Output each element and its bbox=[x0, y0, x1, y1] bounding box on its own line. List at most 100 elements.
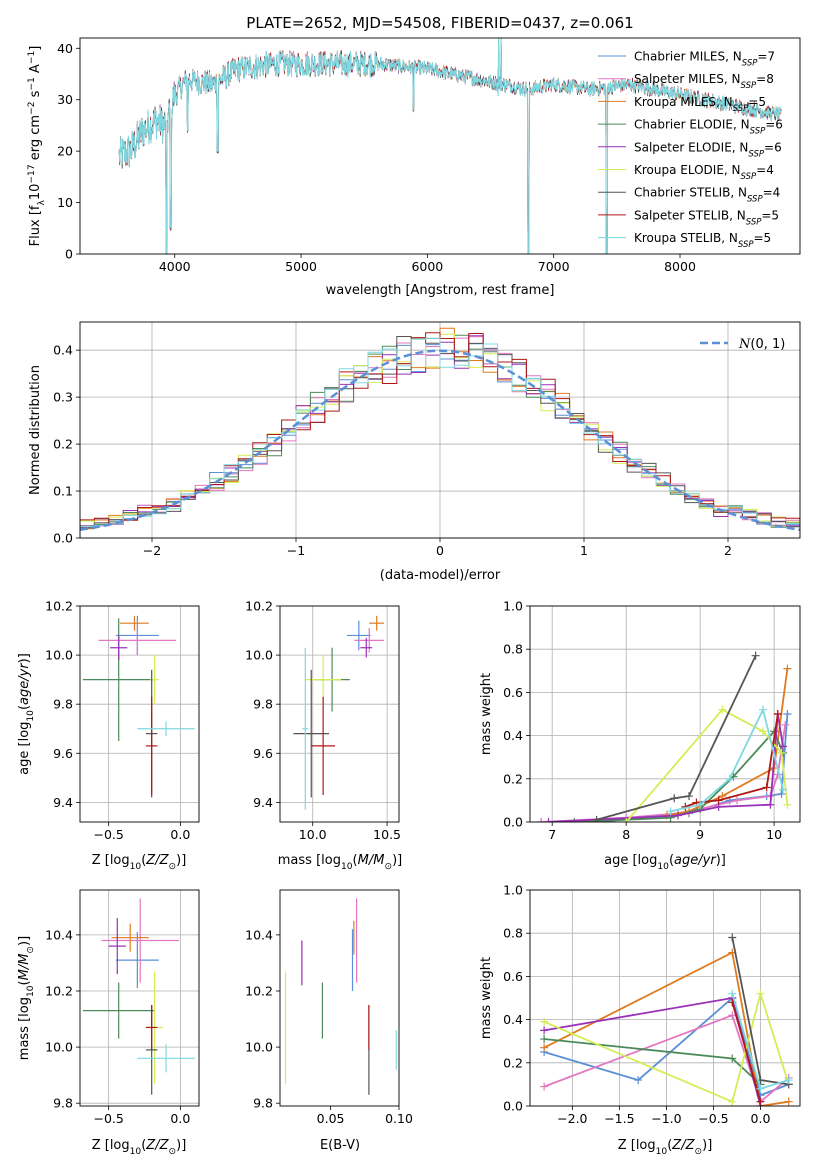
weight-marker-salpeter_stelib bbox=[773, 710, 782, 718]
weight-marker-salpeter_stelib bbox=[714, 796, 723, 805]
x-tick-label: −2.0 bbox=[557, 1111, 587, 1126]
y-tick-label: 0.1 bbox=[53, 484, 73, 499]
errorbar-chabrier_miles bbox=[346, 620, 371, 651]
weight-marker-chabrier_stelib bbox=[728, 933, 737, 942]
x-tick-label: 8000 bbox=[664, 259, 696, 274]
errorbar-salpeter_elodie bbox=[110, 635, 128, 660]
grid bbox=[80, 890, 199, 1106]
axes-frame bbox=[79, 321, 801, 539]
weight-marker-chabrier_stelib bbox=[685, 792, 694, 801]
weight-line-kroupa_miles bbox=[666, 668, 789, 817]
weight-marker-kroupa_miles bbox=[784, 1097, 793, 1106]
weight-marker-salpeter_elodie bbox=[766, 800, 775, 809]
panel-spectrum: 4000 5000 6000 7000 8000 0 10 20 30 40 Chabrier MI… bbox=[27, 37, 801, 298]
weight-marker-salpeter_elodie bbox=[544, 818, 553, 822]
weight-line-salpeter_stelib bbox=[684, 713, 779, 808]
weight-marker-salpeter_miles bbox=[540, 1082, 549, 1091]
y-tick-label: 0.2 bbox=[503, 1055, 523, 1070]
y-tick-label: 9.4 bbox=[53, 795, 73, 810]
weight-marker-chabrier_elodie bbox=[728, 1054, 737, 1063]
axes-frame bbox=[79, 605, 200, 823]
legend-label-kroupa_miles: Kroupa MILES, NSSP=5 bbox=[634, 95, 766, 114]
weight-marker-chabrier_stelib bbox=[592, 815, 601, 822]
weight-marker-salpeter_miles bbox=[781, 720, 790, 729]
weight-line-salpeter_miles bbox=[543, 1014, 790, 1104]
x-axis-label: wavelength [Angstrom, rest frame] bbox=[326, 283, 555, 298]
weight-marker-kroupa_elodie bbox=[540, 1017, 549, 1026]
weight-marker-salpeter_miles bbox=[537, 818, 546, 822]
x-axis-label: (data-model)/error bbox=[380, 568, 501, 583]
x-tick-label: 10.5 bbox=[373, 827, 401, 842]
x-tick-label: 4000 bbox=[159, 259, 191, 274]
weight-marker-kroupa_stelib bbox=[784, 1076, 793, 1085]
normal-curve bbox=[80, 349, 800, 532]
y-tick-label: 0.4 bbox=[53, 343, 73, 358]
weight-line-salpeter_elodie bbox=[548, 713, 784, 822]
y-tick-label: 0.0 bbox=[503, 815, 523, 830]
x-tick-label: −1 bbox=[287, 543, 305, 558]
grid bbox=[280, 605, 399, 822]
errorbar-kroupa_stelib bbox=[137, 721, 195, 737]
legend-label-chabrier_stelib: Chabrier STELIB, NSSP=4 bbox=[634, 186, 780, 205]
y-tick-label: 0.0 bbox=[53, 531, 73, 546]
weight-marker-salpeter_elodie bbox=[540, 1026, 549, 1035]
y-axis-label: Flux [fλ10−17 erg cm−2 s−1 A−1] bbox=[27, 46, 47, 247]
y-tick-label: 1.0 bbox=[503, 599, 523, 614]
y-tick-label: 10.0 bbox=[245, 1040, 273, 1055]
y-tick-label: 9.4 bbox=[253, 795, 273, 810]
legend-label-salpeter_elodie: Salpeter ELODIE, NSSP=6 bbox=[634, 140, 782, 159]
panel-mass_weight_vs_Z: −2.0 −1.5 −1.0 −0.5 0.0 0.0 0.2 0.4 0.6 0.8 1.0 Z [… bbox=[479, 883, 801, 1157]
y-tick-label: 9.8 bbox=[53, 1096, 73, 1111]
x-tick-label: 7000 bbox=[538, 259, 570, 274]
figure-title: PLATE=2652, MJD=54508, FIBERID=0437, z=0… bbox=[246, 14, 633, 32]
y-tick-label: 0.2 bbox=[503, 771, 523, 786]
x-tick-label: −0.5 bbox=[93, 1111, 123, 1126]
x-tick-label: −1.5 bbox=[604, 1111, 634, 1126]
y-tick-label: 10.0 bbox=[45, 1040, 73, 1055]
plot-area bbox=[80, 327, 800, 538]
plot-area bbox=[293, 615, 385, 810]
y-axis-label: mass weight bbox=[479, 957, 494, 1039]
weight-marker-chabrier_miles bbox=[783, 710, 792, 718]
y-tick-label: 10.4 bbox=[245, 927, 273, 942]
y-tick-label: 10 bbox=[57, 195, 73, 210]
errorbar-salpeter_miles bbox=[101, 898, 179, 983]
x-tick-label: 6000 bbox=[411, 259, 443, 274]
y-tick-label: 30 bbox=[57, 92, 73, 107]
axes-frame bbox=[79, 37, 801, 255]
x-tick-label: 0.0 bbox=[751, 1111, 771, 1126]
x-tick-label: −0.5 bbox=[698, 1111, 728, 1126]
weight-marker-chabrier_miles bbox=[634, 1076, 643, 1085]
y-tick-label: 10.2 bbox=[245, 599, 273, 614]
weight-marker-kroupa_stelib bbox=[756, 1084, 765, 1093]
weight-marker-salpeter_stelib bbox=[756, 1097, 765, 1106]
spectrum-legend: Chabrier MILES, NSSP=7 Salpeter MILES, NS… bbox=[598, 50, 783, 250]
y-tick-label: 0.2 bbox=[53, 437, 73, 452]
errorbar-chabrier_elodie bbox=[82, 982, 155, 1039]
spectrum-line-kroupa_stelib bbox=[118, 38, 782, 254]
weight-marker-salpeter_elodie bbox=[778, 742, 787, 751]
weight-line-salpeter_elodie bbox=[543, 996, 762, 1106]
weight-marker-chabrier_miles bbox=[777, 789, 786, 798]
panel-mass_vs_Z: −0.5 0.0 9.8 10.0 10.2 10.4 Z [log10(Z/Z⊙)] mas… bbox=[17, 889, 200, 1157]
legend-label-chabrier_miles: Chabrier MILES, NSSP=7 bbox=[634, 50, 775, 69]
weight-marker-kroupa_stelib bbox=[778, 785, 787, 794]
weight-marker-chabrier_elodie bbox=[540, 1035, 549, 1044]
errorbar-kroupa_stelib bbox=[137, 1044, 195, 1073]
y-tick-label: 9.8 bbox=[253, 697, 273, 712]
legend-label-chabrier_elodie: Chabrier ELODIE, NSSP=6 bbox=[634, 118, 783, 137]
legend-label-salpeter_stelib: Salpeter STELIB, NSSP=5 bbox=[634, 208, 779, 227]
x-tick-label: 2 bbox=[724, 543, 732, 558]
y-tick-label: 0.3 bbox=[53, 390, 73, 405]
axes-frame bbox=[79, 889, 200, 1107]
weight-marker-kroupa_elodie bbox=[777, 748, 786, 757]
errorbar-salpeter_stelib bbox=[145, 696, 158, 795]
y-tick-label: 0.8 bbox=[503, 926, 523, 941]
weight-marker-kroupa_elodie bbox=[783, 800, 792, 809]
errorbar-salpeter_miles bbox=[98, 625, 177, 656]
weight-line-salpeter_stelib bbox=[731, 1002, 762, 1102]
y-tick-label: 0.6 bbox=[503, 969, 523, 984]
axes-frame bbox=[279, 605, 400, 823]
x-tick-label: 0.0 bbox=[170, 827, 190, 842]
